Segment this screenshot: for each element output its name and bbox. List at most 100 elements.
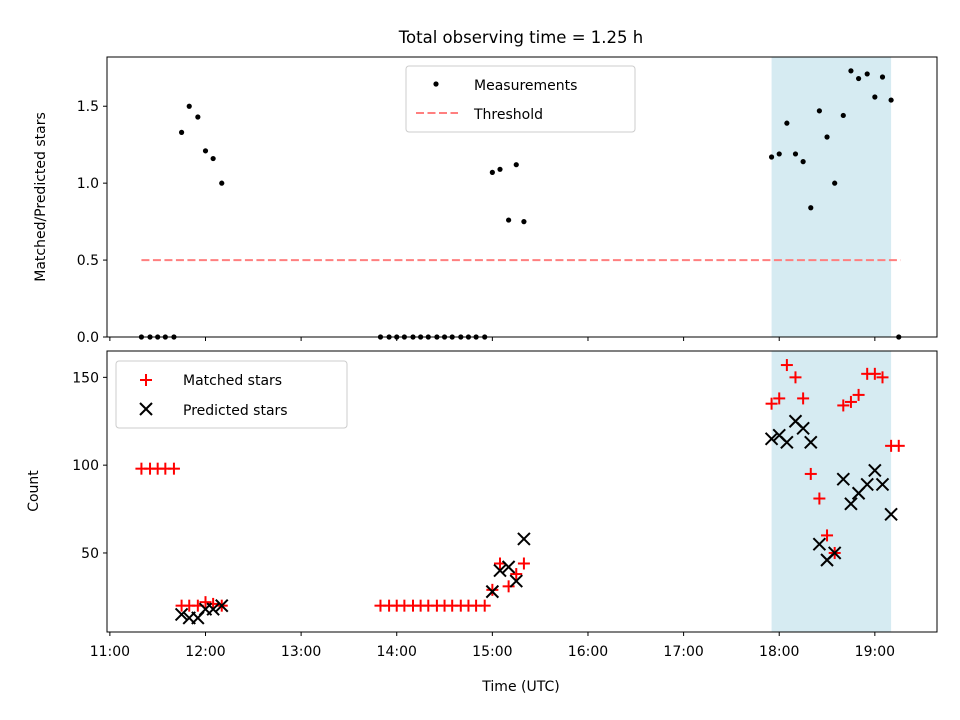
predicted-star-point: [174, 607, 189, 622]
predicted-star-point: [780, 435, 794, 450]
legend-measurements-marker: [433, 81, 439, 87]
top-x-ticks: [109, 337, 876, 341]
matched-star-point: [837, 399, 850, 412]
measurement-points: [138, 68, 902, 340]
measurement-point: [808, 205, 814, 211]
x-axis-label: Time (UTC): [481, 679, 559, 695]
bottom-y-tick-label: 100: [72, 458, 99, 474]
matched-star-point: [765, 397, 778, 410]
matched-star-point: [868, 367, 881, 380]
matched-star-point: [844, 395, 857, 408]
predicted-star-point: [844, 497, 858, 511]
measurement-point: [497, 166, 503, 172]
matched-star-point: [478, 599, 491, 612]
matched-star-point: [789, 371, 802, 384]
measurement-point: [864, 71, 870, 77]
measurement-point: [768, 154, 775, 160]
matched-star-point: [773, 392, 786, 405]
top-y-tick-label: 1.5: [77, 99, 99, 115]
measurement-point: [195, 114, 201, 120]
predicted-star-point: [796, 421, 810, 435]
measurement-point: [489, 169, 495, 175]
predicted-star-point: [875, 477, 890, 492]
legend-threshold-label: Threshold: [473, 107, 543, 123]
top-y-tick-label: 0.5: [77, 253, 99, 269]
x-tick-label: 19:00: [855, 644, 895, 660]
top-y-ticks: 0.0 0.5 1.0 1.5: [77, 99, 107, 346]
matched-star-point: [199, 596, 212, 609]
measurement-point: [210, 155, 216, 162]
bottom-y-ticks: 50 100 150: [72, 370, 107, 562]
predicted-star-point: [215, 598, 229, 613]
predicted-star-point: [860, 477, 874, 492]
measurement-point: [855, 75, 862, 82]
top-panel: 0.0 0.5 1.0 1.5 Matched/Predicted stars Mea…: [33, 56, 938, 346]
top-y-tick-label: 1.0: [77, 176, 99, 192]
top-y-tick-label: 0.0: [77, 330, 99, 346]
chart-title: Total observing time = 1.25 h: [398, 28, 643, 47]
predicted-star-point: [868, 463, 882, 478]
measurement-point: [219, 180, 225, 186]
measurement-point: [784, 120, 790, 126]
top-legend: Measurements Threshold: [405, 65, 636, 133]
top-y-axis-label: Matched/Predicted stars: [33, 112, 49, 282]
measurement-point: [186, 103, 192, 109]
bottom-legend-box: [115, 360, 348, 429]
matched-star-point: [167, 462, 180, 475]
legend-predicted-marker: [139, 402, 153, 416]
x-tick-label: 12:00: [185, 644, 225, 660]
legend-measurements-label: Measurements: [474, 78, 577, 94]
matched-star-point: [486, 583, 499, 596]
predicted-star-point: [509, 574, 523, 588]
predicted-star-point: [836, 472, 850, 486]
measurement-point: [513, 162, 519, 168]
predicted-star-point: [501, 560, 516, 574]
measurement-point: [816, 108, 822, 114]
matched-star-point: [813, 492, 826, 505]
predicted-star-point: [493, 563, 507, 578]
bottom-legend: Matched stars Predicted stars: [115, 360, 348, 429]
measurement-point: [776, 151, 782, 157]
predicted-star-point: [206, 602, 220, 616]
measurement-point: [879, 74, 886, 80]
matched-star-point: [892, 439, 905, 452]
x-tick-label: 11:00: [90, 644, 130, 660]
matched-star-point: [502, 580, 515, 593]
matched-star-point: [517, 557, 530, 570]
x-tick-label: 13:00: [281, 644, 321, 660]
predicted-star-point: [884, 507, 898, 522]
matched-star-point: [804, 467, 817, 480]
measurement-point: [506, 217, 512, 223]
predicted-star-point: [485, 584, 500, 599]
bottom-y-tick-label: 50: [81, 546, 99, 562]
x-tick-label: 15:00: [472, 644, 512, 660]
bottom-y-tick-label: 150: [72, 370, 99, 386]
top-axes-frame: [106, 56, 938, 338]
matched-star-point: [821, 529, 834, 542]
top-highlight-band: [771, 57, 892, 337]
legend-matched-marker: [140, 374, 152, 386]
x-tick-label: 17:00: [663, 644, 703, 660]
predicted-star-point: [827, 546, 842, 560]
bottom-x-ticks: 11:00 12:00 13:00 14:00 15:00 16:00 17:00 18:00…: [90, 632, 895, 660]
bottom-highlight-band: [771, 351, 892, 632]
matched-star-point: [852, 388, 865, 401]
measurement-point: [202, 148, 209, 154]
bottom-axes-frame: [106, 350, 938, 633]
measurement-point: [840, 112, 846, 119]
measurement-point: [848, 68, 854, 74]
measurement-point: [521, 219, 527, 225]
predicted-star-point: [812, 537, 827, 551]
x-tick-label: 14:00: [377, 644, 417, 660]
measurement-point: [824, 134, 830, 140]
matched-star-point: [510, 568, 523, 581]
legend-predicted-label: Predicted stars: [183, 403, 288, 419]
measurement-point: [872, 94, 878, 100]
predicted-star-point: [517, 532, 531, 546]
matched-star-point: [876, 371, 889, 384]
measurement-point: [800, 159, 806, 165]
measurement-point: [832, 180, 838, 186]
matched-star-point: [780, 359, 793, 372]
top-legend-box: [405, 65, 636, 133]
